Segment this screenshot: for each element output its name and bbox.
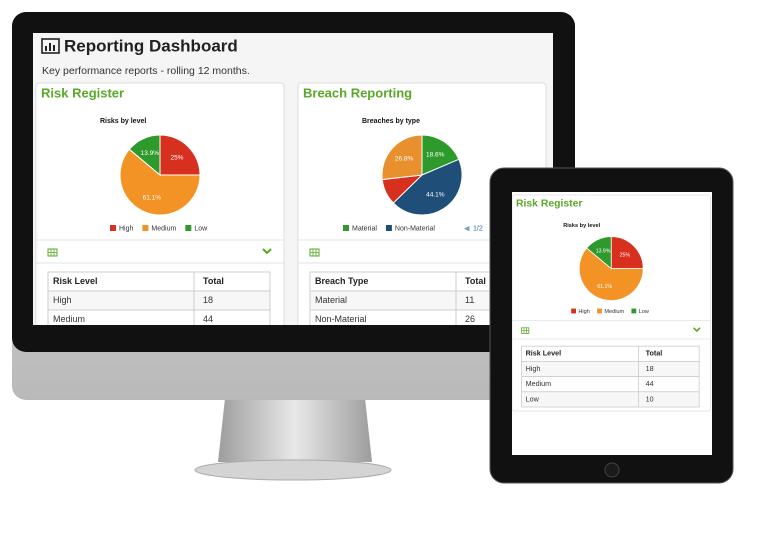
table-toggle-icon[interactable] [47,248,58,257]
panel-title: Risk Register [516,199,582,210]
slice-label: 25% [170,155,183,162]
slice-label: 25% [620,252,631,258]
table-cell: Medium [53,314,85,324]
table-cell: 44 [203,314,213,324]
legend-label[interactable]: Non-Material [395,225,436,232]
slice-label: 26.8% [395,156,414,163]
legend-page: 1/2 [473,225,483,232]
chart-title: Risks by level [100,118,146,125]
pie-slice [128,134,161,177]
chart-title: Risks by level [563,223,600,229]
icon-grid [310,249,319,256]
legend-swatch [142,225,149,231]
column-header: Total [203,276,224,286]
slice-label: 13.9% [141,150,160,157]
legend-swatch [385,225,392,231]
legend-label[interactable]: Low [194,225,208,232]
table-row [47,290,271,311]
legend-swatch [571,308,576,314]
pie-slice [119,148,201,216]
column-header: Total [646,349,663,358]
table-row [47,309,271,325]
collapse-chevron[interactable] [262,248,272,255]
legend-label[interactable]: Material [352,225,377,232]
table-cell: 26 [465,314,475,324]
panel: Breach Reporting Breaches by type 18.6% 44.… [297,82,547,325]
panel: Risk Register Risks by level 25% 61.1% 13.9%… [35,82,285,325]
dashboard-title: Reporting Dashboard [64,36,238,55]
table-cell: 18 [203,295,213,305]
pie-slice [586,236,612,270]
table-row [521,361,700,378]
legend-swatch [631,308,637,314]
slice-label: 61.1% [143,194,162,201]
legend-label[interactable]: Medium [151,225,176,232]
table-cell: Non-Material [315,314,367,324]
panel-title: Risk Register [41,85,124,100]
pie-slice [578,247,644,301]
collapse-chevron[interactable] [693,327,701,333]
table-row [521,391,700,408]
slice-label: 13.9% [596,249,611,255]
table-cell: Material [315,295,347,305]
table-cell: High [526,364,541,373]
tablet-screen: Risk Register Risks by level 25% 61.1% 13.9%… [512,192,712,455]
icon-grid [521,327,529,334]
column-header: Breach Type [315,276,368,286]
table-cell: Medium [526,379,552,388]
table-toggle-icon[interactable] [521,327,530,334]
stand-neck [218,398,372,462]
pie-slice [421,134,460,176]
table-cell: 44 [646,379,654,388]
icon-grid [48,249,57,256]
legend-swatch [185,225,192,231]
legend-swatch [110,225,116,231]
table-toggle-icon[interactable] [309,248,320,257]
pie-slice [392,158,463,216]
legend-swatch [597,308,602,314]
table-cell: 18 [646,364,654,373]
home-button[interactable] [604,462,620,478]
column-header: Risk Level [526,349,562,358]
table-cell: 10 [646,394,654,403]
pie-slice [610,236,644,270]
legend-nav-arrow[interactable]: ◀ [464,225,470,232]
dashboard-subtitle: Key performance reports - rolling 12 mon… [42,65,250,77]
table-cell: 11 [465,295,474,305]
panel-title: Breach Reporting [303,85,412,100]
table-cell: Low [526,394,540,403]
stand-base [194,459,392,481]
monitor-screen: Reporting Dashboard Key performance repo… [33,33,553,325]
legend-swatch [343,225,349,231]
slice-label: 18.6% [426,152,445,159]
legend-label[interactable]: Medium [604,309,624,315]
chart-title: Breaches by type [362,118,420,125]
pie-slice [381,134,423,181]
pie-slice [159,134,201,176]
report-icon [41,38,60,54]
table-cell: High [53,295,72,305]
legend-label[interactable]: Low [639,309,650,315]
column-header: Total [465,276,486,286]
slice-label: 44.1% [426,192,445,199]
panel: Risk Register Risks by level 25% 61.1% 13.9%… [512,194,711,412]
legend-label[interactable]: High [119,225,134,232]
legend-label[interactable]: High [578,309,590,315]
column-header: Risk Level [53,276,98,286]
slice-label: 61.1% [597,284,612,290]
